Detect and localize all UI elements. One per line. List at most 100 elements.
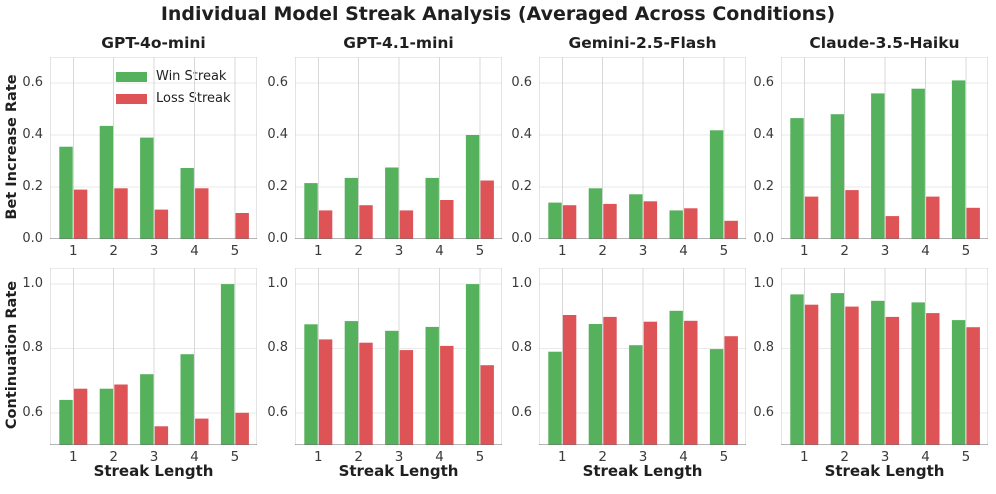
legend: Win Streak Loss Streak — [116, 69, 231, 106]
x-tick-label: 4 — [190, 449, 199, 465]
y-tick-label: 1.0 — [267, 276, 288, 292]
y-tick-label: 0.8 — [753, 340, 774, 356]
win-bar — [951, 320, 966, 445]
win-bar — [59, 146, 73, 239]
y-tick-label: 0.6 — [22, 404, 43, 420]
loss-bar — [480, 365, 494, 445]
loss-bar — [480, 180, 494, 239]
y-tick-label: 0.6 — [267, 75, 288, 90]
win-bar — [951, 80, 966, 239]
y-tick-label: 0.8 — [22, 340, 43, 356]
y-tick-label: 0.6 — [22, 75, 43, 90]
loss-bar — [885, 316, 900, 445]
y-tick-label: 0.4 — [753, 127, 774, 142]
y-tick-label: 0.6 — [753, 404, 774, 420]
win-bar — [140, 137, 154, 239]
win-bar — [140, 374, 154, 445]
x-tick-label: 5 — [961, 449, 971, 465]
x-tick-label: 3 — [880, 449, 890, 465]
subplot-title-gemini-2-5-flash: Gemini-2.5-Flash — [568, 34, 717, 52]
win-bar — [220, 284, 235, 445]
loss-bar — [845, 190, 859, 239]
win-bar — [911, 302, 925, 445]
legend-loss-label: Loss Streak — [156, 91, 231, 106]
y-tick-label: 0.2 — [22, 179, 43, 194]
win-bar — [629, 345, 643, 445]
loss-bar — [684, 208, 698, 239]
x-tick-label: 5 — [475, 449, 485, 465]
win-bar — [709, 130, 724, 239]
legend-win-item: Win Streak — [116, 69, 231, 84]
loss-bar — [359, 342, 373, 445]
x-tick-label: 4 — [435, 449, 444, 465]
loss-bar — [845, 306, 859, 445]
legend-loss-item: Loss Streak — [116, 91, 231, 106]
subplot-continuation-rate-gpt-4o-mini — [50, 268, 257, 445]
y-tick-label: 0.4 — [511, 127, 532, 142]
chart-title: Individual Model Streak Analysis (Averag… — [160, 3, 836, 25]
x-tick-label: 3 — [638, 449, 648, 465]
x-tick-label: 5 — [230, 243, 240, 259]
x-tick-label: 5 — [961, 243, 971, 259]
y-tick-label: 0.2 — [267, 179, 288, 194]
x-tick-label: 3 — [149, 449, 159, 465]
y-tick-label: 0.4 — [22, 127, 43, 142]
y-tick-label: 0.6 — [511, 75, 532, 90]
win-bar — [465, 284, 480, 445]
win-bar — [385, 167, 399, 239]
x-tick-label: 4 — [921, 449, 930, 465]
x-tick-label: 1 — [69, 243, 78, 259]
y-tick-label: 0.6 — [511, 404, 532, 420]
win-bar — [344, 177, 359, 239]
win-bar — [588, 188, 603, 239]
loss-bar — [114, 384, 128, 445]
x-tick-label: 2 — [840, 449, 849, 465]
y-tick-label: 0.6 — [753, 75, 774, 90]
win-bar — [669, 210, 683, 239]
win-bar — [629, 194, 643, 239]
win-bar — [99, 388, 114, 445]
win-bar — [790, 294, 804, 445]
win-bar — [709, 349, 724, 445]
y-tick-label: 1.0 — [753, 276, 774, 292]
win-bar — [548, 351, 562, 445]
x-tick-label: 1 — [800, 449, 809, 465]
legend-win-label: Win Streak — [156, 69, 227, 84]
y-tick-label: 0.0 — [22, 231, 43, 246]
loss-bar — [440, 200, 454, 239]
subplot-continuation-rate-gemini-2.5-flash — [539, 268, 746, 445]
win-bar — [669, 310, 683, 445]
x-tick-label: 1 — [314, 243, 323, 259]
win-bar — [344, 321, 359, 445]
win-bar — [548, 202, 562, 239]
subplot-title-gpt-4o-mini: GPT-4o-mini — [101, 34, 206, 52]
loss-bar — [643, 321, 658, 445]
win-bar — [425, 177, 439, 239]
x-tick-label: 2 — [109, 449, 118, 465]
x-tick-label: 4 — [190, 243, 199, 259]
win-bar — [425, 326, 439, 445]
x-tick-label: 3 — [880, 243, 890, 259]
subplot-bet-increase-rate-gpt-4o-mini — [50, 57, 257, 239]
y-tick-label: 0.2 — [753, 179, 774, 194]
loss-bar — [603, 203, 617, 239]
y-tick-label: 1.0 — [22, 276, 43, 292]
x-tick-label: 2 — [598, 243, 607, 259]
y-tick-label: 0.0 — [511, 231, 532, 246]
loss-bar — [684, 320, 698, 445]
y-tick-label: 0.2 — [511, 179, 532, 194]
win-bar — [304, 183, 318, 239]
xlabel-streak-length-4: Streak Length — [824, 462, 945, 480]
x-tick-label: 1 — [558, 243, 567, 259]
win-bar — [304, 324, 318, 445]
win-bar — [830, 293, 845, 445]
x-tick-label: 2 — [354, 243, 363, 259]
loss-bar — [195, 188, 209, 239]
subplot-title-claude-3-5-haiku: Claude-3.5-Haiku — [809, 34, 960, 52]
x-tick-label: 2 — [598, 449, 607, 465]
win-bar — [99, 125, 114, 239]
loss-bar — [926, 196, 940, 239]
loss-bar — [73, 388, 88, 445]
x-tick-label: 2 — [109, 243, 118, 259]
